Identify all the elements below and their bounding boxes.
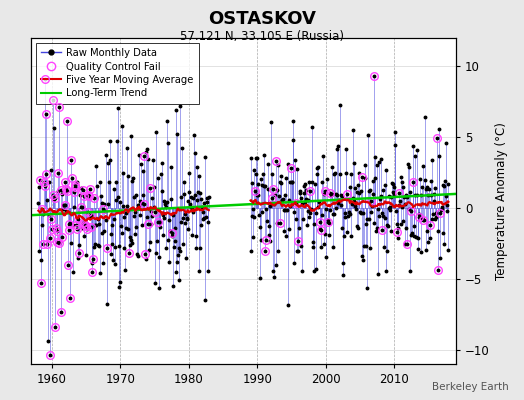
Text: OSTASKOV: OSTASKOV [208,10,316,28]
Text: Berkeley Earth: Berkeley Earth [432,382,508,392]
Y-axis label: Temperature Anomaly (°C): Temperature Anomaly (°C) [495,122,508,280]
Text: 57.121 N, 33.105 E (Russia): 57.121 N, 33.105 E (Russia) [180,30,344,43]
Legend: Raw Monthly Data, Quality Control Fail, Five Year Moving Average, Long-Term Tren: Raw Monthly Data, Quality Control Fail, … [37,43,199,104]
